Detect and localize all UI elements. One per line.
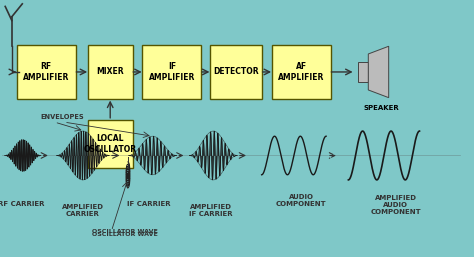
FancyBboxPatch shape xyxy=(272,45,331,99)
Polygon shape xyxy=(368,46,389,98)
Text: AMPLIFIED
AUDIO
COMPONENT: AMPLIFIED AUDIO COMPONENT xyxy=(371,195,421,215)
FancyBboxPatch shape xyxy=(88,45,133,99)
FancyBboxPatch shape xyxy=(17,45,76,99)
Text: IF CARRIER: IF CARRIER xyxy=(128,201,171,207)
FancyBboxPatch shape xyxy=(210,45,262,99)
Text: DETECTOR: DETECTOR xyxy=(213,67,259,77)
Text: MIXER: MIXER xyxy=(96,67,124,77)
FancyBboxPatch shape xyxy=(358,62,368,82)
Text: ENVELOPES: ENVELOPES xyxy=(40,114,84,120)
FancyBboxPatch shape xyxy=(88,120,133,168)
Text: AUDIO
COMPONENT: AUDIO COMPONENT xyxy=(276,194,326,207)
Text: LOCAL
OSCILLATOR: LOCAL OSCILLATOR xyxy=(83,134,137,154)
Text: AMPLIFIED
CARRIER: AMPLIFIED CARRIER xyxy=(62,204,104,217)
FancyBboxPatch shape xyxy=(142,45,201,99)
Text: AF
AMPLIFIER: AF AMPLIFIER xyxy=(278,62,324,82)
Text: RF
AMPLIFIER: RF AMPLIFIER xyxy=(23,62,69,82)
Text: SPEAKER: SPEAKER xyxy=(364,105,400,111)
Text: RF CARRIER: RF CARRIER xyxy=(0,201,45,207)
Text: OSCILLATOR WAVE: OSCILLATOR WAVE xyxy=(92,232,158,237)
Text: OSCILLATOR WAVE: OSCILLATOR WAVE xyxy=(92,229,158,234)
Text: AMPLIFIED
IF CARRIER: AMPLIFIED IF CARRIER xyxy=(189,204,233,217)
Text: IF
AMPLIFIER: IF AMPLIFIER xyxy=(149,62,195,82)
